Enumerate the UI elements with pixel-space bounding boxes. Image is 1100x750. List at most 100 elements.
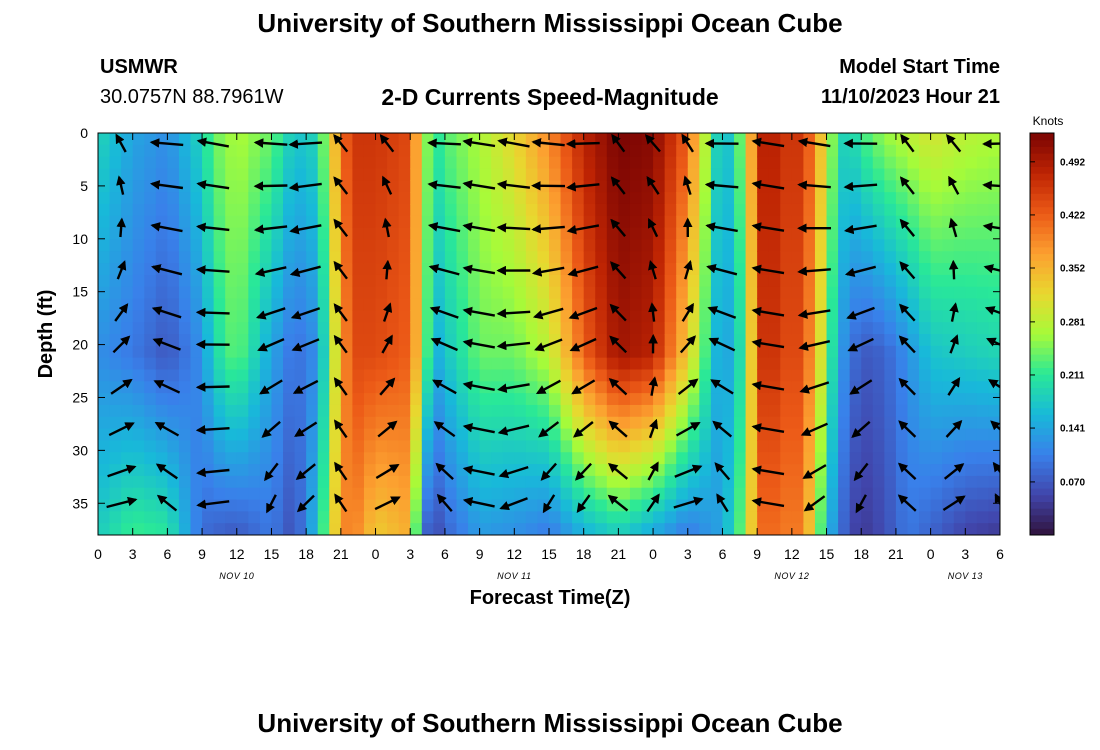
- heatmap-cell: [942, 156, 955, 170]
- heatmap-cell: [468, 286, 481, 300]
- heatmap-cell: [745, 251, 758, 264]
- heatmap-cell: [410, 428, 423, 442]
- heatmap-cell: [190, 464, 203, 477]
- heatmap-cell: [583, 404, 596, 418]
- heatmap-cell: [768, 168, 781, 181]
- heatmap-cell: [595, 511, 608, 524]
- heatmap-cell: [757, 156, 770, 170]
- heatmap-cell: [468, 322, 481, 335]
- heatmap-cell: [502, 298, 515, 311]
- heatmap-cell: [317, 357, 330, 371]
- heatmap-cell: [976, 168, 990, 181]
- heatmap-cell: [606, 322, 619, 335]
- heatmap-cell: [236, 369, 249, 382]
- heatmap-cell: [988, 133, 1000, 146]
- heatmap-cell: [375, 274, 388, 288]
- heatmap-cell: [294, 239, 307, 252]
- heatmap-cell: [838, 168, 851, 181]
- heatmap-cell: [849, 452, 862, 465]
- heatmap-cell: [537, 156, 550, 170]
- heatmap-cell: [132, 357, 145, 371]
- heatmap-cell: [317, 393, 330, 406]
- current-vector: [196, 499, 230, 510]
- heatmap-cell: [965, 357, 978, 371]
- current-vector: [116, 217, 126, 238]
- heatmap-cell: [213, 263, 226, 276]
- heatmap-cell: [98, 369, 111, 382]
- heatmap-cell: [942, 487, 955, 501]
- current-vector: [106, 496, 138, 509]
- heatmap-cell: [629, 523, 643, 535]
- heatmap-cell: [363, 239, 377, 252]
- heatmap-cell: [132, 475, 145, 489]
- heatmap-cell: [849, 511, 862, 524]
- heatmap-cell: [352, 251, 365, 264]
- current-vector: [462, 264, 496, 275]
- current-vector: [982, 139, 1000, 149]
- heatmap-cell: [768, 357, 781, 371]
- heatmap-cell: [583, 511, 596, 524]
- heatmap-cell: [225, 203, 238, 217]
- heatmap-cell: [190, 180, 203, 193]
- heatmap-cell: [664, 133, 677, 146]
- heatmap-cell: [525, 452, 539, 465]
- heatmap-cell: [340, 487, 354, 501]
- heatmap-cell: [861, 428, 874, 442]
- heatmap-cell: [352, 464, 365, 477]
- heatmap-cell: [479, 263, 492, 276]
- current-vector: [149, 180, 184, 190]
- heatmap-cell: [248, 215, 261, 229]
- current-vector: [847, 337, 874, 352]
- heatmap-cell: [884, 464, 897, 477]
- heatmap-cell: [178, 345, 192, 359]
- heatmap-cell: [410, 393, 423, 406]
- heatmap-cell: [213, 227, 226, 241]
- heatmap-cell: [213, 416, 226, 430]
- heatmap-cell: [953, 511, 966, 524]
- current-vector: [155, 463, 178, 480]
- heatmap-cell: [479, 133, 492, 146]
- heatmap-cell: [398, 475, 411, 489]
- colorbar-segment: [1030, 394, 1054, 402]
- heatmap-cell: [479, 156, 492, 170]
- heatmap-cell: [340, 215, 354, 229]
- heatmap-cell: [294, 475, 307, 489]
- heatmap-cell: [861, 156, 874, 170]
- heatmap-cell: [352, 298, 365, 311]
- heatmap-cell: [710, 357, 724, 371]
- heatmap-cell: [155, 511, 168, 524]
- y-tick-label: 35: [72, 495, 88, 511]
- heatmap-cell: [132, 511, 145, 524]
- current-vector: [751, 338, 785, 349]
- heatmap-cell: [722, 404, 735, 418]
- current-vector: [379, 133, 395, 153]
- heatmap-cell: [687, 133, 700, 146]
- heatmap-cell: [259, 440, 273, 453]
- heatmap-cell: [606, 523, 619, 535]
- heatmap-cell: [884, 440, 897, 453]
- current-vector: [797, 137, 831, 148]
- heatmap-cell: [676, 239, 689, 252]
- heatmap-cell: [421, 404, 434, 418]
- heatmap-cell: [109, 381, 122, 394]
- heatmap-cell: [988, 156, 1000, 170]
- heatmap-cell: [398, 357, 411, 371]
- x-tick-label: 18: [298, 546, 314, 562]
- heatmap-cell: [109, 440, 122, 453]
- heatmap-cell: [306, 452, 319, 465]
- heatmap-cell: [178, 192, 192, 205]
- heatmap-cell: [525, 357, 539, 371]
- heatmap-cell: [872, 274, 885, 288]
- heatmap-cell: [965, 215, 978, 229]
- heatmap-cell: [317, 251, 330, 264]
- heatmap-cell: [814, 393, 828, 406]
- heatmap-cell: [398, 381, 411, 394]
- heatmap-cell: [930, 487, 943, 501]
- heatmap-cell: [872, 263, 885, 276]
- heatmap-cell: [618, 452, 631, 465]
- heatmap-cell: [884, 133, 897, 146]
- heatmap-cell: [375, 404, 388, 418]
- heatmap-cell: [363, 180, 377, 193]
- heatmap-cell: [132, 369, 145, 382]
- heatmap-cell: [872, 168, 885, 181]
